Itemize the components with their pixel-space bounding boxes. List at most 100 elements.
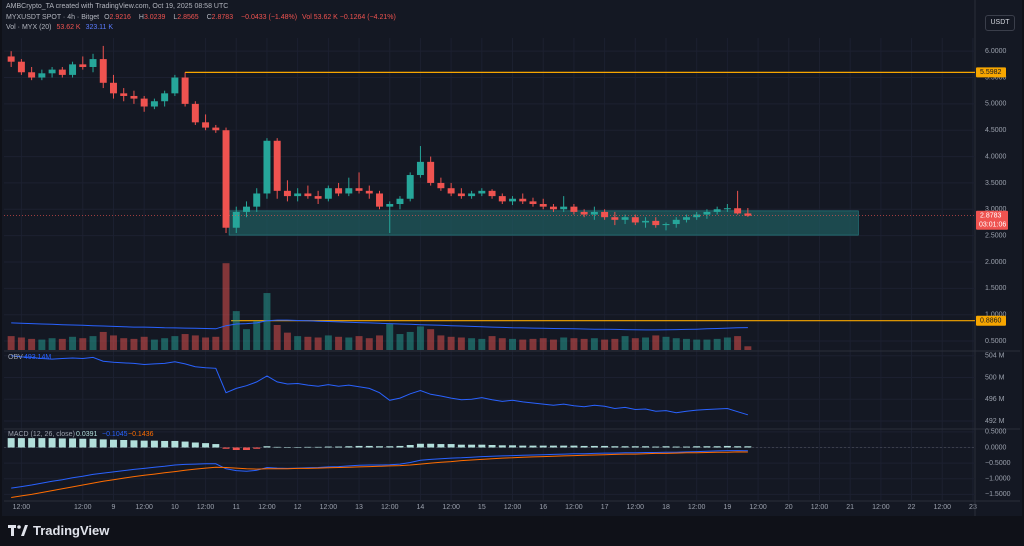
candle-body xyxy=(110,82,117,94)
volume-bar xyxy=(386,323,394,350)
histogram-bar xyxy=(723,445,731,448)
volume-title: Vol · MYX (20) xyxy=(6,24,52,31)
candle-body xyxy=(120,93,128,96)
histogram-bar xyxy=(7,438,15,448)
indicator-value: −0.1436 xyxy=(128,431,154,438)
volume-bar xyxy=(314,337,322,350)
candle-body xyxy=(457,193,465,197)
x-tick-label: 12:00 xyxy=(74,504,92,511)
candle-body xyxy=(79,64,87,67)
credit: AMBCrypto_TA created with TradingView.co… xyxy=(6,3,229,10)
candle-body xyxy=(498,196,506,202)
volume-bar xyxy=(631,338,639,350)
x-tick-label: 12:00 xyxy=(320,504,338,511)
volume-bar xyxy=(570,338,578,350)
candle-body xyxy=(150,101,158,107)
logo xyxy=(8,524,28,536)
volume-bar xyxy=(549,339,557,350)
candle-body xyxy=(69,64,77,75)
histogram-bar xyxy=(672,446,680,448)
histogram-bar xyxy=(243,447,250,450)
legend: AMBCrypto_TA created with TradingView.co… xyxy=(6,2,399,34)
volume-bar xyxy=(273,325,281,350)
candle-body xyxy=(212,127,220,131)
candle-body xyxy=(222,130,230,228)
x-tick-label: 14 xyxy=(417,504,425,511)
histogram-bar xyxy=(478,444,486,448)
candle-body xyxy=(263,140,271,194)
y-tick-label: 0.5000 xyxy=(985,338,1007,345)
histogram-bar xyxy=(99,439,107,448)
histogram-bar xyxy=(519,445,527,448)
candle-body xyxy=(447,188,455,194)
histogram-bar xyxy=(744,446,752,448)
histogram-bar xyxy=(682,446,690,448)
prefix: C xyxy=(206,13,212,21)
volume-bar xyxy=(324,335,332,350)
candle-body xyxy=(488,190,496,197)
candle-body xyxy=(437,182,445,189)
histogram-bar xyxy=(28,438,36,448)
histogram-bar xyxy=(529,445,537,448)
histogram-bar xyxy=(590,445,598,448)
candle-body xyxy=(130,95,138,99)
histogram-bar xyxy=(642,446,650,448)
x-tick-label: 12:00 xyxy=(749,504,767,511)
histogram-bar xyxy=(447,444,455,448)
volume-bar xyxy=(140,336,148,350)
volume-ma-line xyxy=(11,319,748,331)
prefix: L xyxy=(173,13,178,21)
x-tick-label: 15 xyxy=(478,504,486,511)
volume-bar xyxy=(509,338,517,350)
histogram-bar xyxy=(283,447,291,448)
histogram-bar xyxy=(191,442,199,448)
candle-body xyxy=(17,61,25,73)
candle-body xyxy=(253,193,261,207)
last-price-label: 2.8783 xyxy=(980,213,1002,220)
histogram-bar xyxy=(69,438,77,448)
candle-body xyxy=(345,188,353,194)
volume-bar xyxy=(232,311,240,350)
histogram-bar xyxy=(386,446,394,448)
histogram-bar xyxy=(437,444,445,448)
x-tick-label: 12:00 xyxy=(442,504,460,511)
volume-bar xyxy=(38,339,46,350)
histogram-bar xyxy=(89,438,97,448)
candle-body xyxy=(99,59,107,83)
signal-line xyxy=(11,451,748,498)
y-tick-label: 500 M xyxy=(985,374,1005,381)
volume-bar xyxy=(212,336,220,350)
x-tick-label: 12:00 xyxy=(258,504,276,511)
volume-bar xyxy=(601,339,609,350)
volume-bar xyxy=(744,346,752,350)
volume-bar xyxy=(396,334,404,350)
level-label-box xyxy=(976,315,1006,326)
histogram-bar xyxy=(38,438,46,448)
currency-button[interactable]: USDT xyxy=(985,15,1015,31)
candle-body xyxy=(631,217,639,223)
y-tick-label: 1.5000 xyxy=(985,285,1007,292)
volume-bar xyxy=(48,338,56,350)
y-tick-label: 2.5000 xyxy=(985,232,1007,239)
candle-body xyxy=(642,220,650,223)
histogram-bar xyxy=(181,441,189,448)
x-tick-label: 12:00 xyxy=(13,504,31,511)
candle-body xyxy=(703,211,711,215)
candle-body xyxy=(243,206,250,212)
candle-body xyxy=(621,217,629,220)
y-tick-label: 3.0000 xyxy=(985,206,1007,213)
volume-bar xyxy=(243,329,250,350)
histogram-bar xyxy=(355,445,363,448)
candle-body xyxy=(519,198,527,202)
level-label: 5.5982 xyxy=(980,69,1002,76)
obv-line xyxy=(11,355,749,416)
volume-bar xyxy=(406,331,414,350)
indicator-title: OBV xyxy=(8,354,23,361)
histogram-bar xyxy=(611,446,619,448)
histogram-bar xyxy=(601,445,609,448)
x-tick-label: 10 xyxy=(171,504,179,511)
indicator-value: −0.1045 xyxy=(102,431,128,438)
histogram-bar xyxy=(222,447,230,449)
histogram-bar xyxy=(621,446,629,448)
